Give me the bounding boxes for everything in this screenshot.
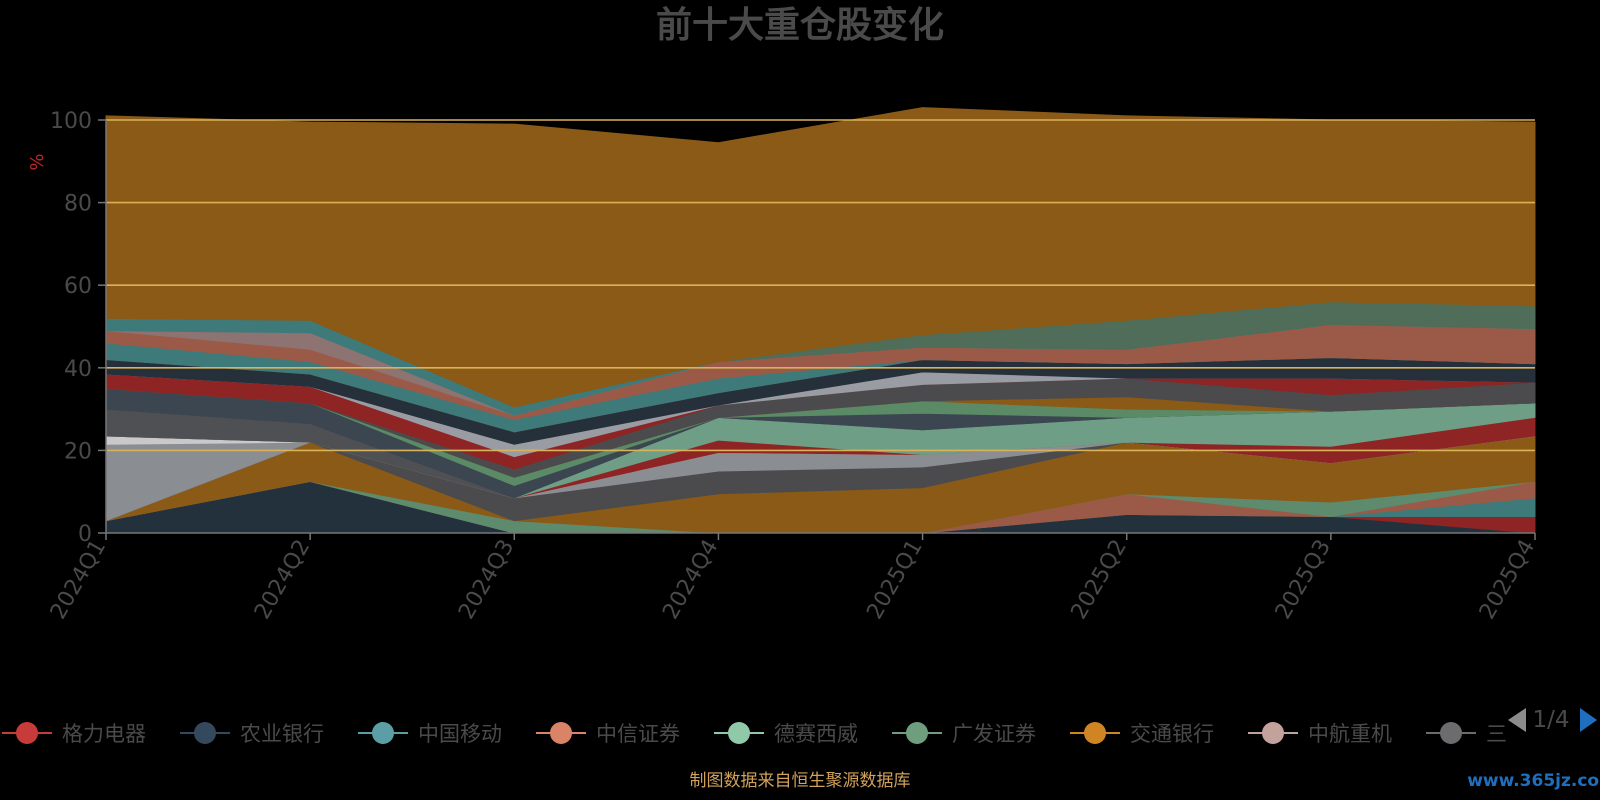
x-tick-label: 2025Q2 <box>1067 536 1132 624</box>
x-tick-label: 2025Q3 <box>1271 536 1336 624</box>
legend-label: 中航重机 <box>1308 722 1392 746</box>
legend-marker-icon <box>1262 722 1284 744</box>
legend-item[interactable]: 广发证券 <box>892 722 1036 746</box>
legend-marker-icon <box>372 722 394 744</box>
legend-item[interactable]: 中国移动 <box>358 722 502 746</box>
legend-marker-icon <box>194 722 216 744</box>
x-axis: 2024Q1 2024Q2 2024Q3 2024Q4 2025Q1 2025Q2 2025… <box>46 532 1540 624</box>
legend-item[interactable]: 三 <box>1426 722 1507 746</box>
legend-marker-icon <box>16 722 38 744</box>
legend-label: 中国移动 <box>418 722 502 746</box>
gridlines <box>106 119 1535 452</box>
x-tick-label: 2025Q1 <box>862 536 927 624</box>
legend-label: 三 <box>1486 722 1507 746</box>
y-axis-unit: % <box>27 153 48 170</box>
legend-marker-icon <box>1084 722 1106 744</box>
legend-pager[interactable]: 1/4 <box>1508 707 1597 733</box>
x-tick-label: 2025Q4 <box>1475 536 1540 624</box>
legend-item[interactable]: 交通银行 <box>1070 722 1214 746</box>
y-tick-label: 60 <box>64 274 92 299</box>
legend-label: 交通银行 <box>1130 722 1214 746</box>
legend-label: 中信证券 <box>596 722 680 746</box>
legend-marker-icon <box>728 722 750 744</box>
pager-next-icon[interactable] <box>1580 708 1597 732</box>
legend-marker-icon <box>550 722 572 744</box>
area-series-group <box>105 107 1536 534</box>
legend-marker-icon <box>906 722 928 744</box>
pager-label: 1/4 <box>1532 707 1569 733</box>
y-tick-label: 80 <box>64 192 92 217</box>
legend-item[interactable]: 农业银行 <box>180 722 324 746</box>
chart-title: 前十大重仓股变化 <box>656 4 944 46</box>
x-tick-label: 2024Q3 <box>454 536 519 624</box>
y-tick-label: 0 <box>78 522 92 547</box>
pager-prev-icon[interactable] <box>1508 708 1526 732</box>
y-tick-label: 40 <box>64 357 92 382</box>
legend-item[interactable]: 格力电器 <box>2 722 146 746</box>
source-note: 制图数据来自恒生聚源数据库 <box>690 771 911 791</box>
watermark: www.365jz.com <box>1467 771 1600 791</box>
legend-label: 格力电器 <box>62 722 146 746</box>
legend-item[interactable]: 中信证券 <box>536 722 680 746</box>
legend-item[interactable]: 中航重机 <box>1248 722 1392 746</box>
legend-item[interactable]: 德赛西威 <box>714 722 858 746</box>
legend-label: 广发证券 <box>952 722 1036 746</box>
area-band-25 <box>105 107 1536 408</box>
legend-label: 德赛西威 <box>774 722 858 746</box>
y-tick-label: 100 <box>50 109 92 134</box>
y-tick-label: 20 <box>64 439 92 464</box>
x-tick-label: 2024Q4 <box>658 536 723 624</box>
legend-marker-icon <box>1440 722 1462 744</box>
legend[interactable]: 格力电器 农业银行 中国移动 中信证券 德赛西威 广发证券 交通银行 中航重机 三 <box>2 722 1507 746</box>
x-tick-label: 2024Q1 <box>46 536 111 624</box>
y-axis: 0 20 40 60 80 100 <box>50 109 107 547</box>
x-tick-label: 2024Q2 <box>250 536 315 624</box>
legend-label: 农业银行 <box>240 722 324 746</box>
